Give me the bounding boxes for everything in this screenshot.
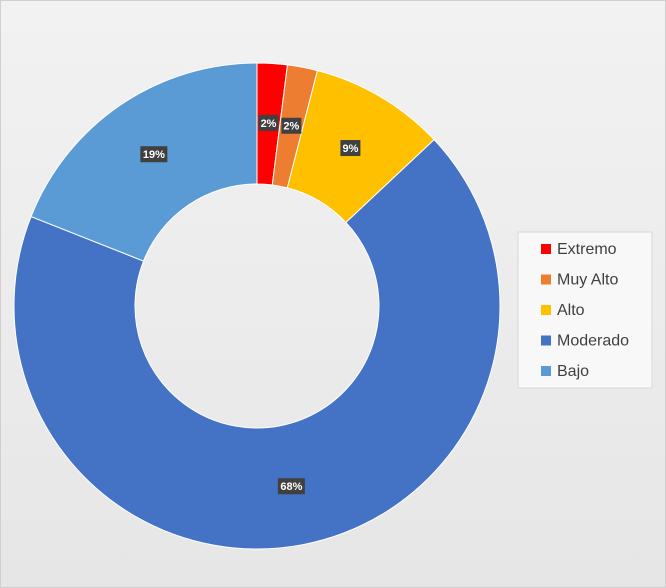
legend-swatch	[541, 274, 551, 285]
legend-label: Alto	[557, 302, 585, 319]
data-label-box	[340, 140, 361, 157]
legend-swatch	[541, 244, 551, 254]
legend-label: Moderado	[557, 333, 629, 350]
data-label: 2%	[261, 118, 277, 130]
legend-box	[517, 231, 653, 389]
data-label: 19%	[143, 149, 165, 161]
legend-swatch	[541, 335, 551, 346]
legend-label: Extremo	[557, 241, 617, 258]
legend-label: Bajo	[557, 363, 589, 380]
legend-swatch	[541, 305, 551, 315]
data-label: 68%	[280, 481, 302, 493]
data-label-box	[277, 478, 305, 495]
legend-swatch	[541, 366, 551, 376]
slice	[13, 138, 501, 550]
data-label: 2%	[283, 121, 299, 133]
data-label-box	[140, 146, 168, 163]
data-label-box	[258, 114, 279, 131]
data-label: 9%	[342, 143, 358, 155]
data-label-box	[281, 117, 302, 134]
legend-label: Muy Alto	[557, 272, 618, 289]
